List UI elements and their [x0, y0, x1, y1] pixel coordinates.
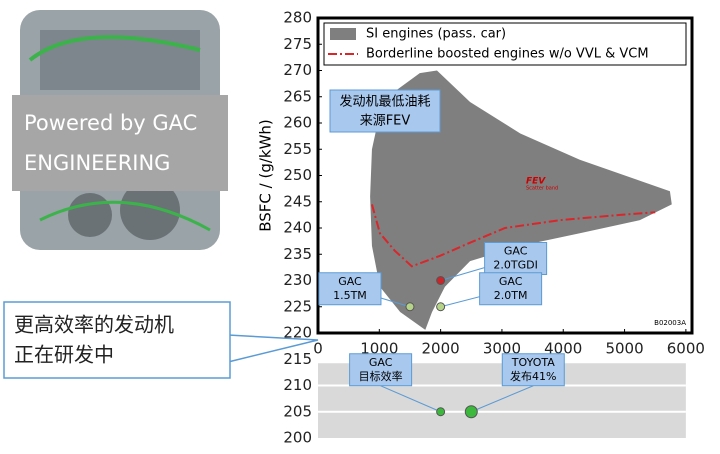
y-tick-label: 200 [283, 429, 312, 447]
point-label: 2.0TGDI [493, 259, 537, 272]
x-tick-label: 2000 [422, 340, 460, 358]
point-label: TOYOTA [511, 356, 555, 369]
y-tick-label: 260 [283, 114, 312, 132]
point-label: GAC [504, 245, 528, 258]
si-engine-area [370, 70, 672, 330]
borderline-curve [370, 204, 656, 268]
data-point [436, 302, 446, 312]
x-tick-label: 1000 [360, 340, 398, 358]
x-tick-label: 3000 [483, 340, 521, 358]
y-tick-label: 210 [283, 376, 312, 394]
x-tick-label: 4000 [544, 340, 582, 358]
point-label: GAC [369, 356, 393, 369]
callout-line: 更高效率的发动机 [14, 313, 174, 337]
point-label-box [318, 272, 382, 306]
point-label: 2.0TM [494, 289, 528, 302]
y-tick-label: 220 [283, 324, 312, 342]
y-axis-label: BSFC / (g/kWh) [257, 119, 275, 232]
point-label-box [484, 242, 548, 275]
y-tick-label: 245 [283, 192, 312, 210]
note-box [329, 89, 441, 133]
legend-box [323, 22, 687, 66]
legend-swatch [330, 28, 356, 40]
x-tick-label: 6000 [667, 340, 705, 358]
note-line: 来源FEV [360, 114, 411, 129]
point-label-box [479, 272, 543, 306]
point-label: 发布41% [510, 369, 556, 383]
callout-line: 正在研发中 [14, 343, 114, 367]
data-point [405, 302, 415, 312]
callout-leader [471, 385, 534, 413]
fev-logo: FEV [526, 177, 546, 187]
banner-box [12, 95, 228, 191]
y-tick-label: 280 [283, 9, 312, 27]
data-point [464, 405, 478, 419]
point-label-box [349, 353, 413, 387]
point-label-box [501, 353, 565, 387]
point-label: GAC [499, 275, 523, 288]
y-tick-label: 255 [283, 140, 312, 158]
y-tick-label: 275 [283, 35, 312, 53]
banner-line: Powered by GAC [24, 111, 197, 135]
point-label: 目标效率 [359, 369, 403, 383]
callout-box [3, 301, 231, 379]
plot-frame [316, 16, 694, 335]
x-tick-label: 5000 [605, 340, 643, 358]
y-tick-label: 240 [283, 219, 312, 237]
y-tick-label: 270 [283, 61, 312, 79]
fev-sub: Scatter band [526, 186, 558, 192]
y-tick-label: 265 [283, 87, 312, 105]
point-label: 1.5TM [333, 289, 367, 302]
y-tick-label: 215 [283, 350, 312, 368]
legend-label: SI engines (pass. car) [366, 27, 506, 42]
legend-label: Borderline boosted engines w/o VVL & VCM [366, 47, 649, 62]
y-tick-label: 225 [283, 297, 312, 315]
note-line: 发动机最低油耗 [339, 94, 430, 110]
banner-line: ENGINEERING [24, 151, 170, 175]
point-label: GAC [338, 275, 362, 288]
data-point [436, 276, 446, 285]
y-tick-label: 205 [283, 402, 312, 420]
figure-code: B02003A [654, 319, 686, 327]
data-point [436, 407, 446, 417]
y-tick-label: 250 [283, 166, 312, 184]
y-tick-label: 235 [283, 245, 312, 263]
callout-leader [380, 385, 441, 413]
x-tick-label: 0 [313, 340, 323, 358]
y-tick-label: 230 [283, 271, 312, 289]
